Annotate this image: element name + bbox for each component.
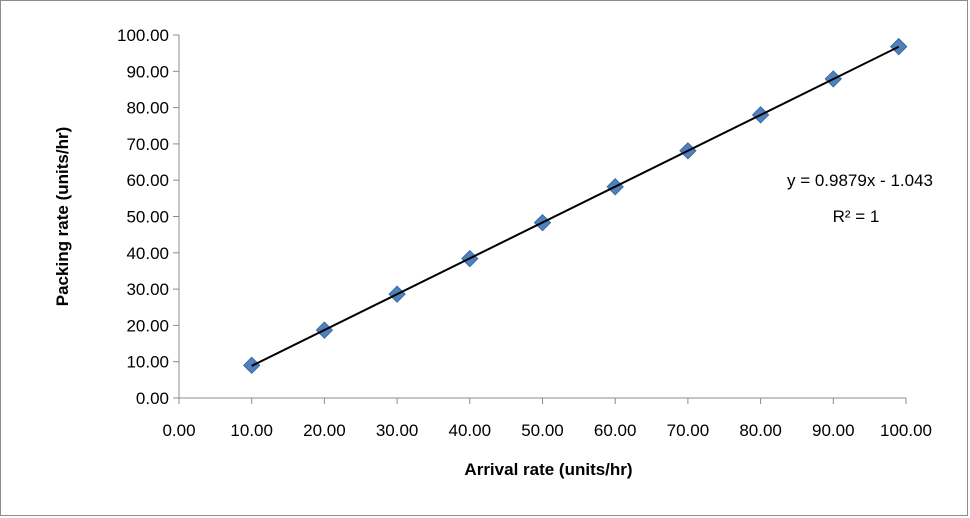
data-point [890,37,908,56]
x-tick-label: 80.00 [739,421,782,440]
x-tick-label: 0.00 [162,421,195,440]
x-tick-label: 50.00 [521,421,564,440]
x-tick-label: 90.00 [812,421,855,440]
x-tick-label: 30.00 [376,421,419,440]
trendline-group [251,45,900,367]
y-tick-label: 80.00 [126,99,169,118]
y-tick-label: 50.00 [126,208,169,227]
y-tick-label: 70.00 [126,135,169,154]
y-tick-label: 40.00 [126,244,169,263]
y-tick-label: 0.00 [136,389,169,408]
trendline [251,45,900,367]
y-tick-label: 20.00 [126,316,169,335]
y-axis-title: Packing rate (units/hr) [53,127,72,306]
x-tick-label: 40.00 [449,421,492,440]
trendline-r-squared: R² = 1 [833,207,880,226]
y-tick-label: 60.00 [126,171,169,190]
y-tick-label: 10.00 [126,353,169,372]
x-tick-label: 10.00 [230,421,273,440]
y-tick-label: 100.00 [117,26,169,45]
y-axis-ticks: 0.00 10.00 20.00 30.00 40.00 50.00 60.00 70.00 8… [117,26,179,408]
x-axis-ticks: 0.00 10.00 20.00 30.00 40.00 50.00 60.00 70.00 8… [162,398,932,440]
x-axis-title: Arrival rate (units/hr) [464,460,632,479]
trendline-equation: y = 0.9879x - 1.043 [787,171,933,190]
x-tick-label: 20.00 [303,421,346,440]
y-tick-label: 30.00 [126,280,169,299]
x-tick-label: 70.00 [667,421,710,440]
y-tick-label: 90.00 [126,62,169,81]
x-tick-label: 100.00 [880,421,932,440]
x-tick-label: 60.00 [594,421,637,440]
